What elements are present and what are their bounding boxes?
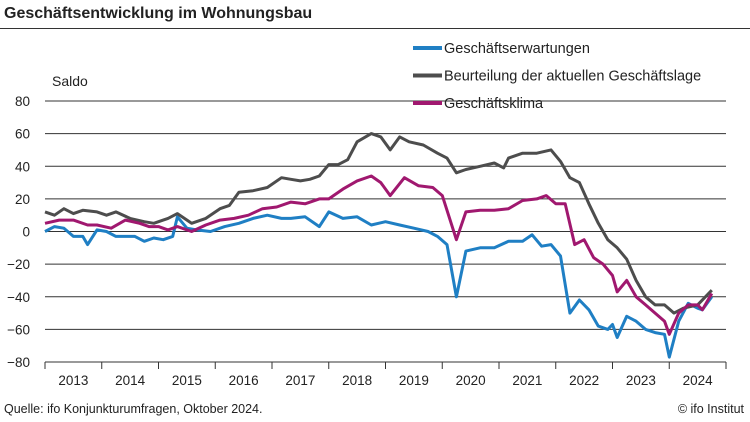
y-tick-label: −60	[7, 322, 30, 337]
y-tick-label: −40	[7, 290, 30, 305]
y-tick-label: −20	[7, 257, 30, 272]
x-tick-label: 2020	[456, 373, 486, 388]
copyright: © ifo Institut	[677, 402, 744, 416]
x-tick-label: 2015	[172, 373, 202, 388]
legend-label: Geschäftsklima	[444, 96, 544, 112]
y-tick-label: 80	[15, 94, 30, 109]
series-line-1	[44, 210, 714, 359]
x-tick-label: 2022	[569, 373, 599, 388]
x-tick-label: 2017	[285, 373, 315, 388]
x-tick-label: 2014	[115, 373, 146, 388]
source-note: Quelle: ifo Konjunkturumfragen, Oktober …	[4, 402, 263, 416]
series-line-2	[44, 132, 713, 315]
x-tick-label: 2021	[512, 373, 542, 388]
legend-label: Geschäftserwartungen	[444, 41, 590, 57]
y-tick-label: 20	[15, 192, 30, 207]
y-tick-label: 60	[15, 127, 30, 142]
y-tick-label: 40	[15, 159, 30, 174]
legend-label: Beurteilung der aktuellen Geschäftslage	[444, 69, 701, 85]
y-tick-label: −80	[7, 355, 30, 370]
chart-title: Geschäftsentwicklung im Wohnungsbau	[4, 5, 313, 22]
y-axis-label: Saldo	[52, 73, 88, 89]
x-tick-label: 2023	[626, 373, 656, 388]
x-tick-label: 2016	[229, 373, 259, 388]
title-divider	[0, 28, 750, 29]
series-line-3	[44, 174, 714, 336]
x-tick-label: 2024	[683, 373, 714, 388]
y-tick-label: 0	[22, 225, 30, 240]
x-tick-label: 2019	[399, 373, 429, 388]
x-tick-label: 2018	[342, 373, 372, 388]
x-tick-label: 2013	[58, 373, 88, 388]
